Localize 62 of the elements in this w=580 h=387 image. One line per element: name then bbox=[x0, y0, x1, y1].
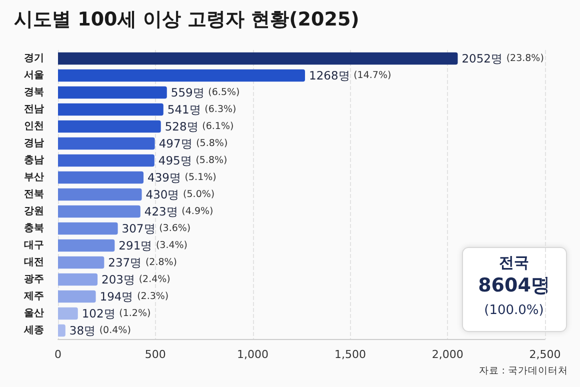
data-label: 559명 (6.5%) bbox=[170, 86, 240, 100]
bar bbox=[58, 69, 306, 82]
x-tick-label: 2,500 bbox=[529, 348, 561, 361]
y-tick-label: 충북 bbox=[24, 223, 44, 234]
data-label: 307명 (3.6%) bbox=[122, 222, 191, 236]
annotation: (100.0%) bbox=[484, 303, 544, 318]
data-label: 495명 (5.8%) bbox=[158, 154, 228, 168]
data-label: 497명 (5.8%) bbox=[158, 136, 228, 150]
data-label: 423명 (4.9%) bbox=[144, 204, 214, 218]
data-label: 1268명 (14.7%) bbox=[309, 68, 392, 82]
x-tick-label: 1,500 bbox=[334, 348, 366, 361]
bar bbox=[58, 205, 140, 218]
y-tick-label: 인천 bbox=[24, 121, 44, 132]
data-label: 203명 (2.4%) bbox=[102, 272, 170, 286]
bar bbox=[58, 137, 155, 150]
bar bbox=[58, 171, 144, 184]
y-tick-label: 경기 bbox=[24, 53, 44, 64]
bar bbox=[58, 256, 104, 269]
bar bbox=[58, 154, 154, 167]
x-tick-label: 500 bbox=[144, 348, 166, 361]
y-tick-label: 충남 bbox=[24, 155, 44, 166]
data-label: 194명 (2.3%) bbox=[100, 290, 169, 304]
x-tick-label: 2,000 bbox=[432, 348, 464, 361]
bar bbox=[58, 222, 118, 235]
y-tick-label: 경남 bbox=[24, 138, 44, 149]
bar bbox=[58, 86, 167, 99]
text: 자료 : 국가데이터처 bbox=[478, 366, 568, 376]
data-label: 291명 (3.4%) bbox=[118, 238, 188, 252]
data-label: 528명 (6.1%) bbox=[164, 120, 234, 134]
data-label: 541명 (6.3%) bbox=[167, 102, 236, 116]
x-tick-label: 1,000 bbox=[237, 348, 269, 361]
bar bbox=[58, 307, 78, 320]
y-tick-label: 울산 bbox=[24, 308, 44, 319]
y-tick-label: 대구 bbox=[24, 240, 44, 251]
x-tick-label: 0 bbox=[54, 348, 62, 361]
bar bbox=[58, 239, 115, 252]
y-tick-label: 세종 bbox=[23, 325, 44, 336]
bar bbox=[58, 52, 458, 65]
y-tick-label: 부산 bbox=[24, 172, 44, 183]
y-tick-label: 제주 bbox=[23, 291, 44, 302]
bar bbox=[58, 290, 96, 303]
y-tick-label: 전북 bbox=[24, 189, 44, 200]
chart-title: 시도별 100세 이상 고령자 현황(2025) bbox=[14, 8, 360, 30]
bar bbox=[58, 273, 98, 286]
data-label: 102명 (1.2%) bbox=[82, 306, 151, 320]
y-tick-label: 서울 bbox=[24, 70, 44, 81]
data-label: 38명 (0.4%) bbox=[69, 324, 131, 338]
data-label: 430명 (5.0%) bbox=[146, 188, 215, 202]
data-label: 439명 (5.1%) bbox=[148, 170, 216, 184]
y-tick-label: 강원 bbox=[24, 206, 44, 217]
y-tick-label: 대전 bbox=[24, 257, 44, 268]
y-tick-label: 경북 bbox=[24, 87, 44, 98]
bar bbox=[58, 324, 66, 337]
data-label: 237명 (2.8%) bbox=[108, 256, 178, 270]
bar bbox=[58, 188, 142, 201]
bar bbox=[58, 120, 161, 133]
y-tick-label: 광주 bbox=[24, 274, 44, 285]
annotation: 전국 bbox=[499, 254, 529, 272]
bar bbox=[58, 103, 164, 116]
y-tick-label: 전남 bbox=[24, 104, 44, 115]
annotation: 8604명 bbox=[478, 274, 550, 296]
data-label: 2052명 (23.8%) bbox=[462, 52, 544, 66]
